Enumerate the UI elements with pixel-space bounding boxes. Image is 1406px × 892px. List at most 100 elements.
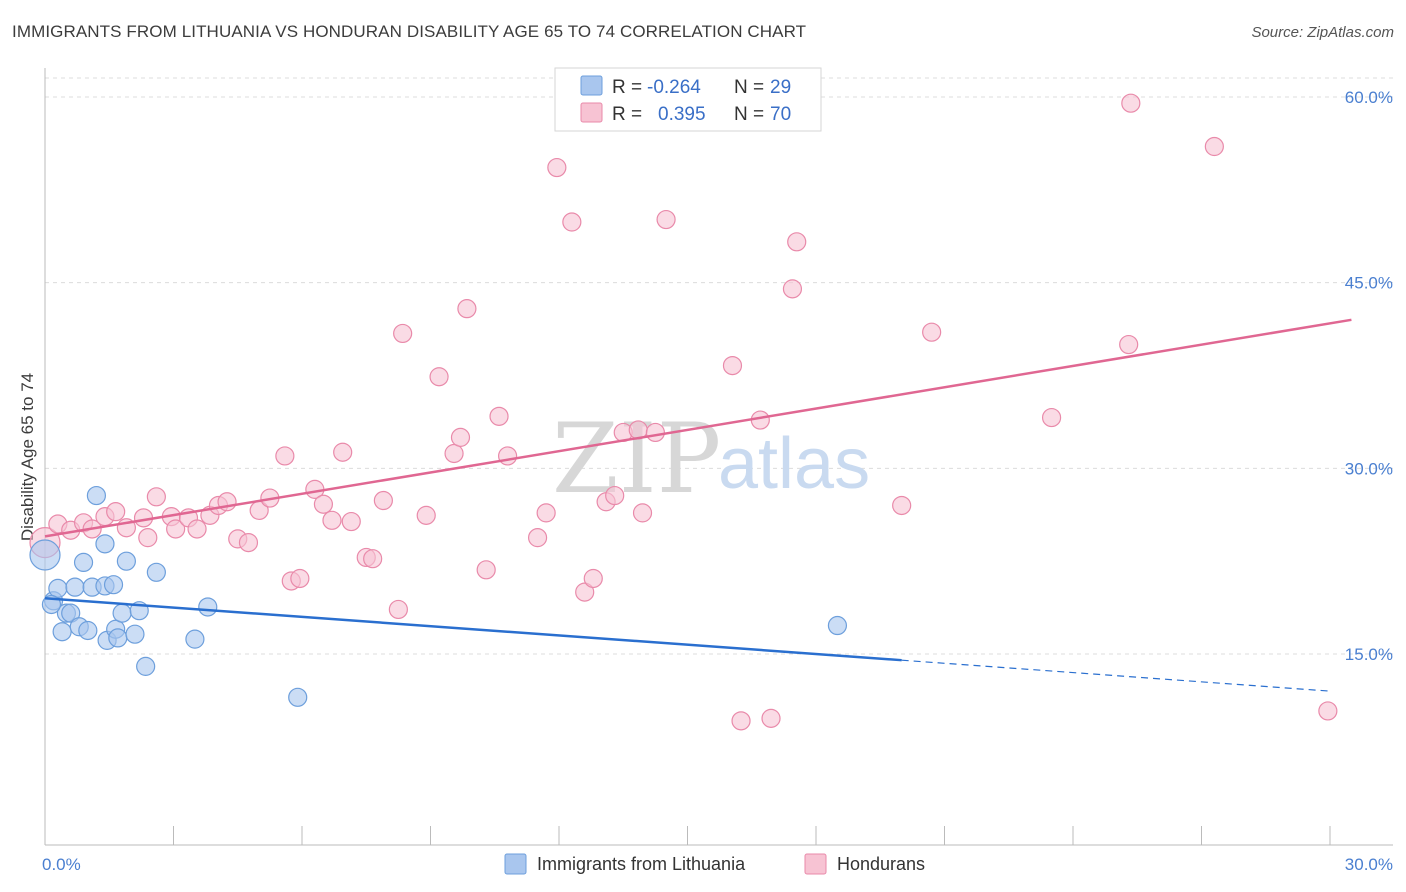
bottom-legend-swatch-hondurans: [804, 853, 827, 875]
honduran-point: [892, 495, 912, 516]
honduran-point: [363, 549, 383, 569]
honduran-point: [416, 505, 436, 525]
legend-n-value-lithuania: 29: [770, 77, 791, 98]
y-tick-label: 30.0%: [1345, 459, 1393, 478]
honduran-point: [632, 503, 653, 523]
honduran-point: [322, 510, 342, 530]
honduran-point: [489, 406, 509, 426]
honduran-point: [575, 582, 595, 602]
honduran-point: [527, 528, 548, 548]
y-tick-label: 45.0%: [1345, 274, 1393, 293]
lithuania-point: [48, 578, 68, 598]
lithuania-point: [136, 656, 156, 676]
hondurans-trend-line: [44, 318, 1352, 538]
legend-r-label-hondurans: R =: [612, 104, 642, 125]
y-tick-label: 15.0%: [1345, 645, 1393, 664]
lithuania-points: [29, 485, 848, 707]
honduran-point: [313, 494, 334, 514]
honduran-point: [547, 157, 567, 178]
honduran-point: [782, 279, 803, 299]
honduran-point: [457, 299, 477, 319]
chart-title: IMMIGRANTS FROM LITHUANIA VS HONDURAN DI…: [12, 22, 807, 41]
honduran-point: [731, 711, 751, 731]
honduran-point: [476, 560, 496, 580]
lithuania-point: [112, 603, 132, 623]
legend-n-label-lithuania: N =: [734, 77, 764, 98]
lithuania-point: [116, 551, 136, 571]
honduran-point: [787, 232, 807, 252]
lithuania-point: [827, 615, 848, 636]
lithuania-point: [78, 620, 98, 641]
honduran-point: [1119, 334, 1139, 355]
watermark-zip: ZIP: [552, 403, 721, 515]
lithuania-point: [198, 597, 218, 617]
honduran-point: [645, 422, 665, 443]
x-tick-label-min: 0.0%: [42, 855, 81, 874]
lithuania-point: [65, 577, 85, 597]
legend-r-label-lithuania: R =: [612, 77, 642, 98]
honduran-point: [238, 532, 259, 553]
honduran-point: [536, 503, 556, 523]
source-label: Source: ZipAtlas.com: [1251, 24, 1394, 41]
honduran-point: [605, 485, 625, 506]
honduran-point: [333, 442, 353, 462]
lithuania-point: [185, 629, 205, 649]
honduran-point: [722, 355, 743, 376]
honduran-point: [1204, 136, 1224, 157]
honduran-point: [341, 511, 361, 532]
honduran-point: [922, 322, 942, 342]
honduran-point: [373, 490, 393, 511]
honduran-point: [429, 367, 449, 387]
axes: [44, 68, 1393, 846]
lithuania-point: [52, 622, 72, 642]
honduran-point: [583, 568, 603, 589]
honduran-point: [498, 446, 518, 466]
lithuania-point: [73, 552, 94, 573]
honduran-point: [761, 708, 781, 728]
honduran-point: [1041, 407, 1062, 428]
honduran-point: [1121, 93, 1141, 113]
lithuania-point: [95, 534, 115, 554]
lithuania-point: [146, 562, 166, 582]
honduran-point: [656, 209, 676, 230]
trend-lines: [44, 318, 1352, 692]
legend-swatch-lithuania: [580, 75, 603, 96]
lithuania-point: [29, 539, 61, 571]
watermark-atlas: atlas: [718, 424, 870, 504]
honduran-point: [138, 528, 158, 548]
bottom-legend-swatch-lithuania: [504, 853, 527, 875]
x-tick-label-max: 30.0%: [1345, 855, 1393, 874]
lithuania-point: [108, 628, 128, 648]
bottom-legend-label-lithuania: Immigrants from Lithuania: [537, 854, 746, 874]
legend-swatch-hondurans: [580, 102, 603, 123]
legend-r-value-hondurans: 0.395: [658, 104, 706, 125]
series-legend: Immigrants from Lithuania Hondurans: [504, 853, 925, 875]
lithuania-point: [125, 624, 145, 644]
honduran-point: [1318, 701, 1338, 721]
honduran-point: [166, 519, 186, 539]
bottom-legend-label-hondurans: Hondurans: [837, 854, 925, 874]
lithuania-trend-extension: [901, 659, 1331, 692]
y-axis-title: Disability Age 65 to 74: [18, 373, 37, 541]
honduran-point: [444, 443, 464, 464]
honduran-point: [393, 323, 413, 344]
lithuania-point: [288, 687, 308, 707]
honduran-point: [562, 212, 582, 232]
honduran-point: [146, 487, 166, 507]
honduran-point: [450, 427, 471, 447]
stats-legend: R = -0.264 N = 29 R = 0.395 N = 70: [554, 67, 822, 132]
legend-r-value-lithuania: -0.264: [647, 77, 701, 98]
honduran-point: [275, 446, 295, 466]
lithuania-trend-line: [44, 597, 902, 662]
honduran-point: [187, 519, 207, 539]
y-tick-labels: 15.0% 30.0% 45.0% 60.0%: [1345, 88, 1393, 664]
grid-lines: [45, 77, 1393, 655]
honduran-point: [106, 502, 126, 522]
lithuania-point: [103, 575, 124, 595]
lithuania-point: [61, 603, 81, 623]
lithuania-point: [86, 485, 107, 506]
legend-n-label-hondurans: N =: [734, 104, 764, 125]
honduran-point: [290, 568, 310, 589]
honduran-point: [388, 599, 408, 620]
